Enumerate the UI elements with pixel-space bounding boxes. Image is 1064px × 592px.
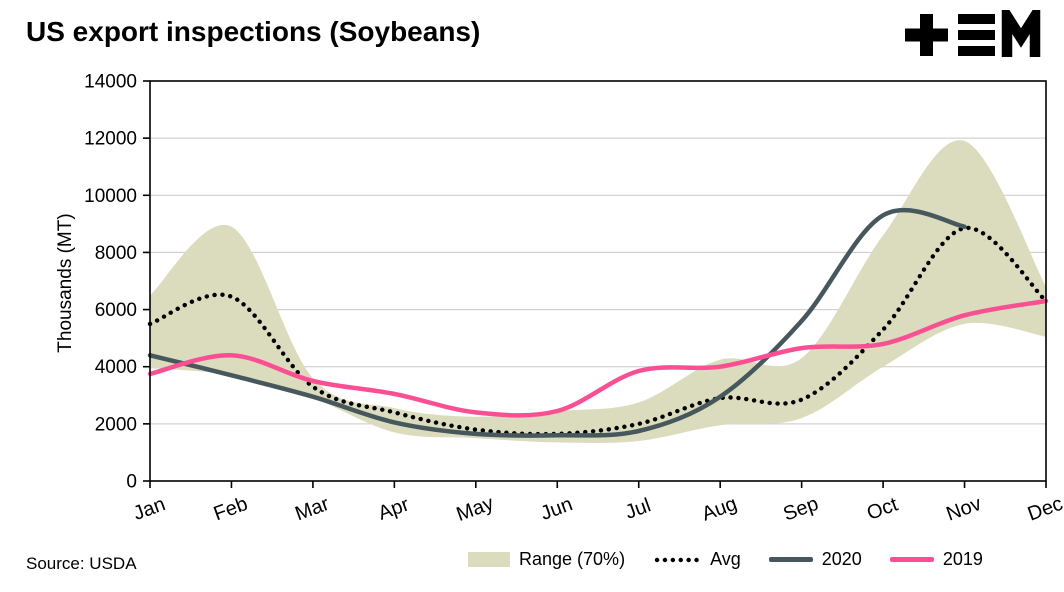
legend-label-avg: Avg	[710, 549, 741, 569]
legend-item-2020: 2020	[768, 549, 862, 570]
svg-text:14000: 14000	[84, 72, 137, 93]
svg-text:Oct: Oct	[864, 493, 901, 524]
range-band-swatch-icon	[468, 552, 510, 567]
line-chart: 0 2000 4000 6000 8000 10000 12000 14000 Jan Feb Ma…	[84, 72, 1064, 526]
legend-label-2020: 2020	[821, 549, 862, 569]
svg-text:Nov: Nov	[943, 493, 984, 526]
legend-item-2019: 2019	[889, 549, 983, 570]
triple-bar-icon	[958, 14, 995, 56]
x-axis: Jan Feb Mar Apr May Jun Jul Aug Sep Oct Nov Dec	[130, 481, 1064, 526]
svg-text:Mar: Mar	[292, 493, 332, 526]
svg-text:Dec: Dec	[1025, 493, 1064, 526]
chart-title: US export inspections (Soybeans)	[26, 16, 481, 47]
svg-text:12000: 12000	[84, 129, 137, 150]
svg-text:Jun: Jun	[538, 493, 576, 525]
legend-item-avg: Avg	[653, 549, 741, 570]
svg-text:10000: 10000	[84, 186, 137, 207]
svg-text:Feb: Feb	[211, 493, 251, 525]
source-note: Source: USDA	[26, 554, 137, 573]
tem-logo-graphic	[905, 0, 1041, 57]
plus-icon	[905, 14, 948, 56]
svg-text:Sep: Sep	[780, 493, 821, 526]
series-lines	[147, 208, 1049, 438]
svg-text:2000: 2000	[95, 414, 137, 435]
line-2019-icon	[889, 557, 934, 562]
legend-item-range: Range (70%)	[468, 549, 625, 570]
svg-text:Jul: Jul	[622, 494, 654, 523]
svg-text:Aug: Aug	[699, 493, 740, 526]
svg-text:Jan: Jan	[130, 493, 168, 525]
y-axis: 0 2000 4000 6000 8000 10000 12000 14000	[84, 72, 150, 493]
legend-label-range: Range (70%)	[519, 549, 626, 569]
svg-text:May: May	[454, 492, 497, 526]
plot-frame	[149, 80, 1047, 482]
legend-label-2019: 2019	[942, 549, 983, 569]
line-2020-icon	[768, 557, 813, 562]
range-band	[150, 140, 1046, 443]
svg-text:6000: 6000	[95, 300, 137, 321]
tem-logo	[904, 0, 1044, 60]
chart-legend: Range (70%) Avg 2020 2019	[468, 549, 983, 570]
m-icon	[1001, 0, 1041, 57]
svg-text:4000: 4000	[95, 357, 137, 378]
svg-text:Apr: Apr	[375, 493, 412, 524]
svg-text:8000: 8000	[95, 243, 137, 264]
svg-text:0: 0	[126, 472, 137, 493]
avg-dotted-line-icon	[654, 557, 700, 562]
